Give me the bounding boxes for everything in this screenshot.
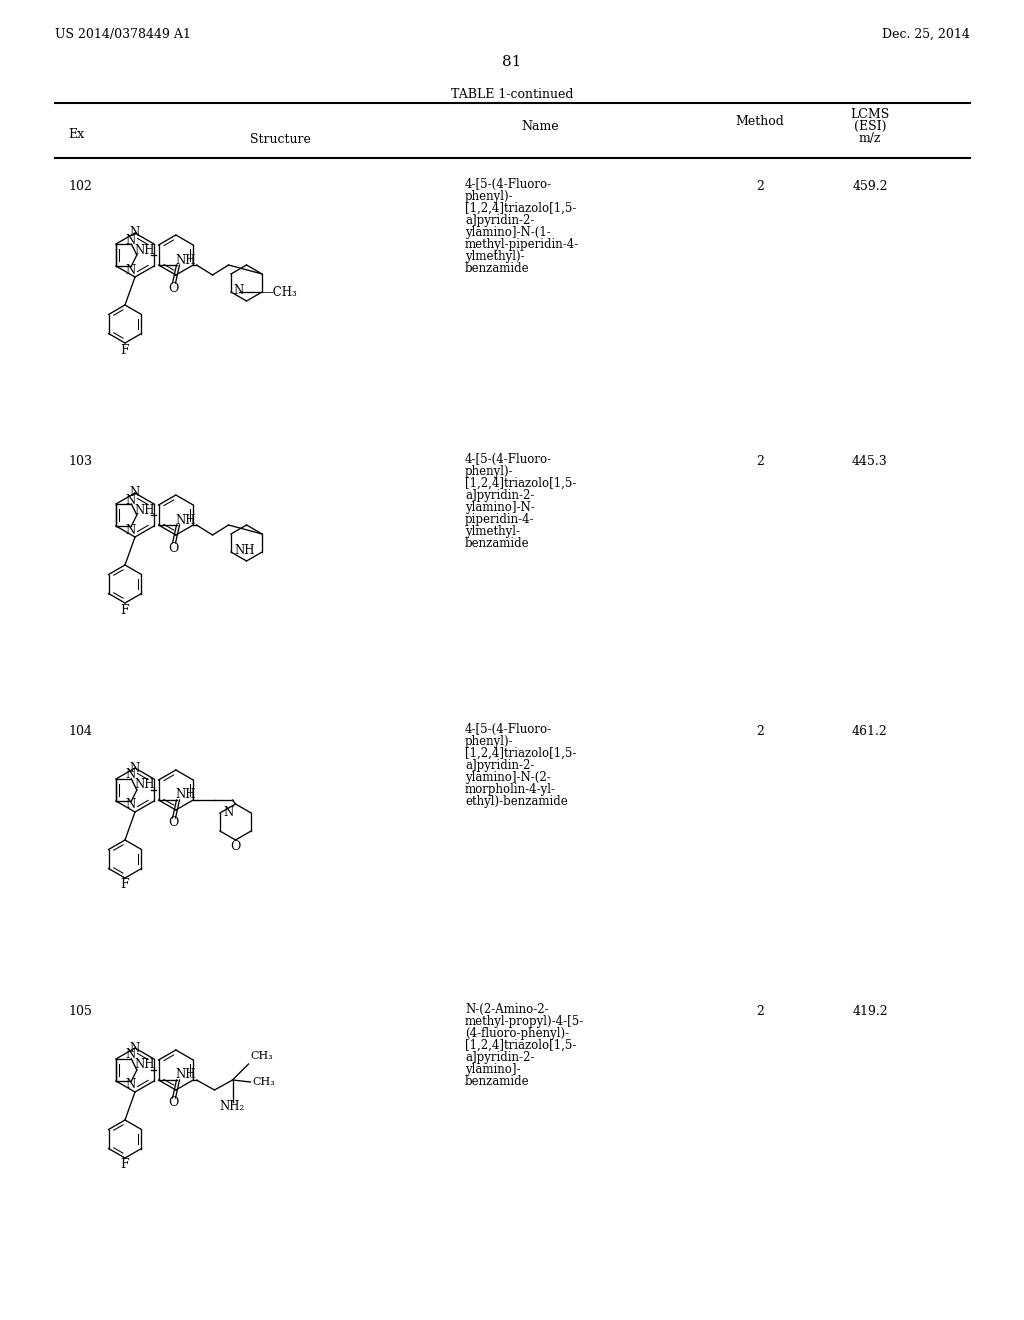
Text: N: N: [125, 524, 135, 536]
Text: NH₂: NH₂: [220, 1101, 245, 1114]
Text: [1,2,4]triazolo[1,5-: [1,2,4]triazolo[1,5-: [465, 477, 577, 490]
Text: CH₃: CH₃: [253, 1077, 275, 1086]
Text: 419.2: 419.2: [852, 1005, 888, 1018]
Text: 2: 2: [756, 725, 764, 738]
Text: a]pyridin-2-: a]pyridin-2-: [465, 759, 535, 772]
Text: Structure: Structure: [250, 133, 310, 147]
Text: 4-[5-(4-Fluoro-: 4-[5-(4-Fluoro-: [465, 723, 552, 737]
Text: N: N: [125, 494, 135, 507]
Text: O: O: [168, 817, 179, 829]
Text: a]pyridin-2-: a]pyridin-2-: [465, 214, 535, 227]
Text: 2: 2: [756, 455, 764, 469]
Text: benzamide: benzamide: [465, 537, 529, 550]
Text: 459.2: 459.2: [852, 180, 888, 193]
Text: methyl-piperidin-4-: methyl-piperidin-4-: [465, 238, 580, 251]
Text: [1,2,4]triazolo[1,5-: [1,2,4]triazolo[1,5-: [465, 747, 577, 760]
Text: benzamide: benzamide: [465, 1074, 529, 1088]
Text: 445.3: 445.3: [852, 455, 888, 469]
Text: 4-[5-(4-Fluoro-: 4-[5-(4-Fluoro-: [465, 178, 552, 191]
Text: morpholin-4-yl-: morpholin-4-yl-: [465, 783, 556, 796]
Text: ethyl)-benzamide: ethyl)-benzamide: [465, 795, 567, 808]
Text: 2: 2: [756, 1005, 764, 1018]
Text: ylamino]-: ylamino]-: [465, 1063, 520, 1076]
Text: 102: 102: [68, 180, 92, 193]
Text: NH: NH: [134, 1059, 155, 1072]
Text: NH: NH: [175, 513, 196, 527]
Text: N: N: [125, 234, 135, 247]
Text: Name: Name: [521, 120, 559, 133]
Text: F: F: [121, 1159, 129, 1172]
Text: ylmethyl)-: ylmethyl)-: [465, 249, 524, 263]
Text: phenyl)-: phenyl)-: [465, 465, 514, 478]
Text: (ESI): (ESI): [854, 120, 886, 133]
Text: m/z: m/z: [859, 132, 882, 145]
Text: 81: 81: [503, 55, 521, 69]
Text: NH: NH: [175, 1068, 196, 1081]
Text: [1,2,4]triazolo[1,5-: [1,2,4]triazolo[1,5-: [465, 1039, 577, 1052]
Text: piperidin-4-: piperidin-4-: [465, 513, 535, 525]
Text: 2: 2: [756, 180, 764, 193]
Text: benzamide: benzamide: [465, 261, 529, 275]
Text: N: N: [223, 807, 233, 820]
Text: ylamino]-N-(2-: ylamino]-N-(2-: [465, 771, 551, 784]
Text: N: N: [125, 1048, 135, 1061]
Text: NH: NH: [233, 544, 254, 557]
Text: NH: NH: [134, 243, 155, 256]
Text: US 2014/0378449 A1: US 2014/0378449 A1: [55, 28, 190, 41]
Text: ylamino]-N-(1-: ylamino]-N-(1-: [465, 226, 551, 239]
Text: NH: NH: [134, 779, 155, 792]
Text: NH: NH: [175, 253, 196, 267]
Text: N: N: [130, 1041, 140, 1055]
Text: 105: 105: [68, 1005, 92, 1018]
Text: phenyl)-: phenyl)-: [465, 190, 514, 203]
Text: N: N: [125, 768, 135, 781]
Text: N: N: [130, 227, 140, 239]
Text: F: F: [121, 343, 129, 356]
Text: LCMS: LCMS: [850, 108, 890, 121]
Text: 104: 104: [68, 725, 92, 738]
Text: ylmethyl-: ylmethyl-: [465, 525, 520, 539]
Text: NH: NH: [175, 788, 196, 801]
Text: TABLE 1-continued: TABLE 1-continued: [451, 88, 573, 102]
Text: —CH₃: —CH₃: [262, 285, 298, 298]
Text: CH₃: CH₃: [251, 1051, 273, 1061]
Text: ylamino]-N-: ylamino]-N-: [465, 502, 535, 513]
Text: a]pyridin-2-: a]pyridin-2-: [465, 488, 535, 502]
Text: 103: 103: [68, 455, 92, 469]
Text: (4-fluoro-phenyl)-: (4-fluoro-phenyl)-: [465, 1027, 569, 1040]
Text: a]pyridin-2-: a]pyridin-2-: [465, 1051, 535, 1064]
Text: N: N: [130, 762, 140, 775]
Text: O: O: [168, 1097, 179, 1110]
Text: O: O: [168, 281, 179, 294]
Text: N: N: [125, 1078, 135, 1092]
Text: N: N: [125, 264, 135, 276]
Text: methyl-propyl)-4-[5-: methyl-propyl)-4-[5-: [465, 1015, 585, 1028]
Text: Method: Method: [735, 115, 784, 128]
Text: Dec. 25, 2014: Dec. 25, 2014: [882, 28, 970, 41]
Text: NH: NH: [134, 503, 155, 516]
Text: 461.2: 461.2: [852, 725, 888, 738]
Text: O: O: [168, 541, 179, 554]
Text: phenyl)-: phenyl)-: [465, 735, 514, 748]
Text: O: O: [230, 840, 241, 853]
Text: 4-[5-(4-Fluoro-: 4-[5-(4-Fluoro-: [465, 453, 552, 466]
Text: Ex: Ex: [68, 128, 84, 141]
Text: [1,2,4]triazolo[1,5-: [1,2,4]triazolo[1,5-: [465, 202, 577, 215]
Text: N-(2-Amino-2-: N-(2-Amino-2-: [465, 1003, 549, 1016]
Text: N: N: [232, 284, 243, 297]
Text: F: F: [121, 879, 129, 891]
Text: N: N: [125, 799, 135, 812]
Text: F: F: [121, 603, 129, 616]
Text: N: N: [130, 487, 140, 499]
